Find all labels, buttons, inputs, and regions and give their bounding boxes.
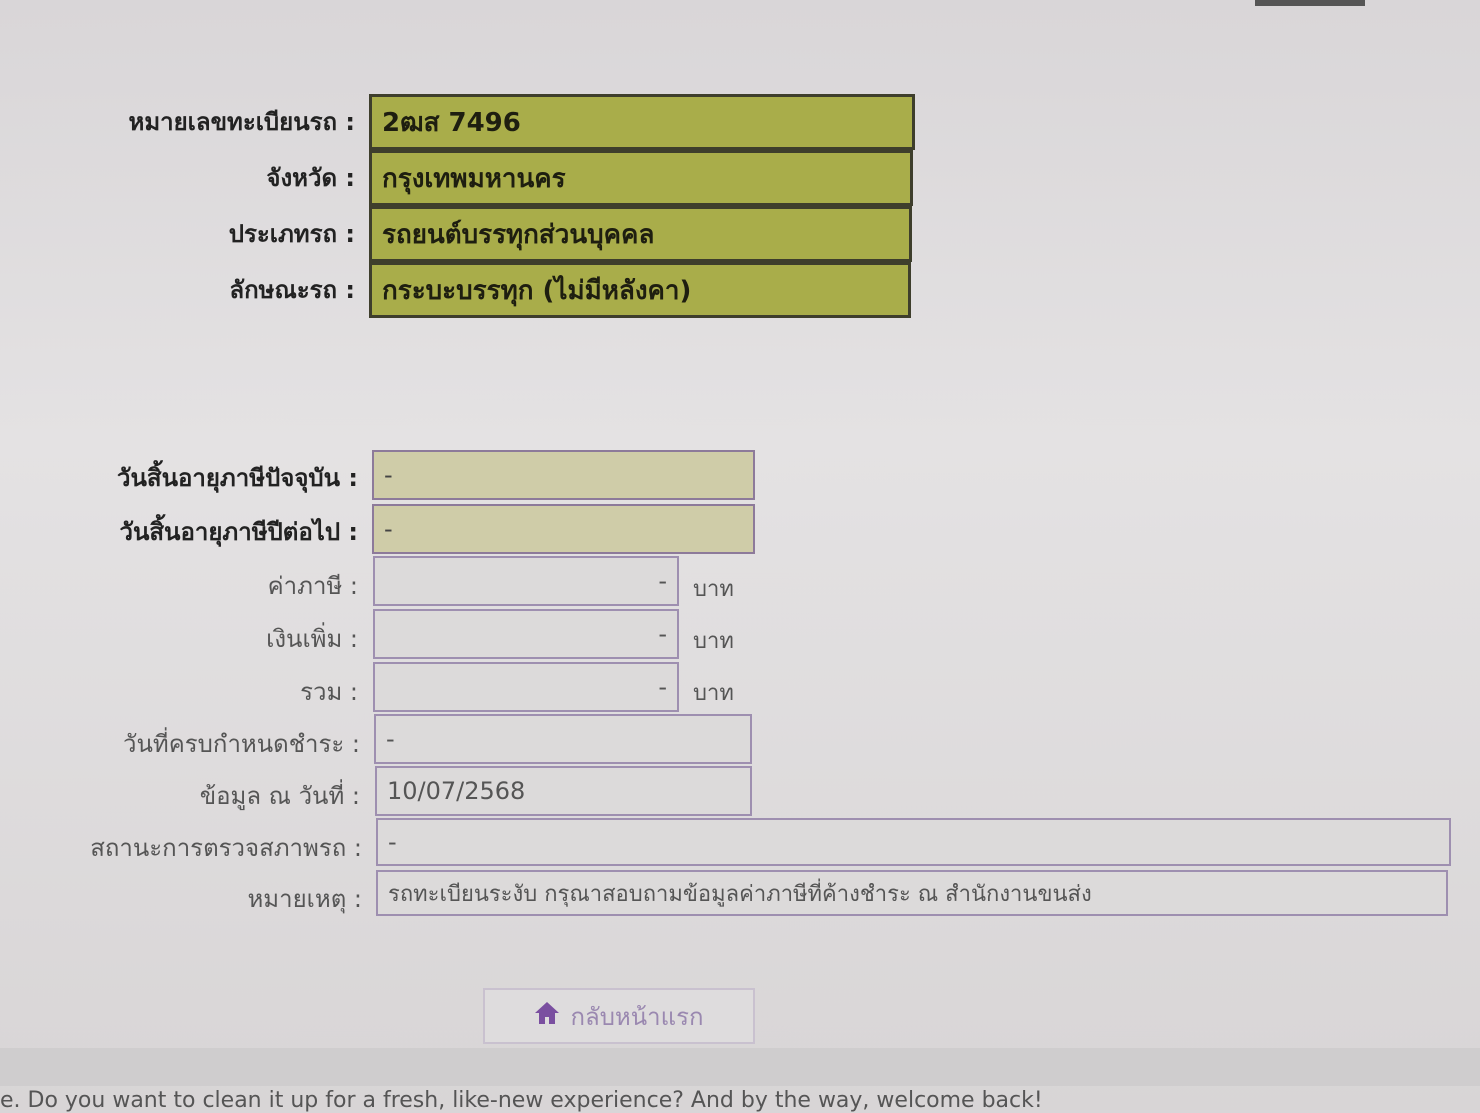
vehicle-type-label: ประเภทรถ : <box>228 220 355 248</box>
next-expiry-label: วันสิ้นอายุภาษีปีต่อไป : <box>119 518 359 546</box>
due-date-field: - <box>374 714 752 764</box>
vehicle-type-field: รถยนต์บรรทุกส่วนบุคคล <box>369 206 912 262</box>
footer-bar <box>0 1048 1480 1086</box>
top-edge-bar <box>1255 0 1365 6</box>
next-expiry-field: - <box>372 504 755 554</box>
plate-field: 2ฒส 7496 <box>369 94 915 150</box>
province-label: จังหวัด : <box>266 164 355 192</box>
total-unit: บาท <box>693 681 734 706</box>
inspection-status-label: สถานะการตรวจสภาพรถ : <box>90 834 362 862</box>
home-button[interactable]: กลับหน้าแรก <box>483 988 755 1044</box>
inspection-status-field: - <box>376 818 1451 866</box>
footer-notification: e. Do you want to clean it up for a fres… <box>0 1088 1043 1113</box>
tax-amount-unit: บาท <box>693 577 734 602</box>
current-expiry-label: วันสิ้นอายุภาษีปัจจุบัน : <box>117 464 358 492</box>
total-label: รวม : <box>300 678 358 706</box>
due-date-label: วันที่ครบกำหนดชำระ : <box>123 730 360 758</box>
surcharge-field: - <box>373 609 679 659</box>
data-date-label: ข้อมูล ณ วันที่ : <box>199 782 360 810</box>
province-field: กรุงเทพมหานคร <box>369 150 913 206</box>
tax-amount-label: ค่าภาษี : <box>267 572 358 600</box>
home-icon <box>534 1001 560 1031</box>
home-button-label: กลับหน้าแรก <box>570 1002 704 1031</box>
surcharge-label: เงินเพิ่ม : <box>266 625 358 653</box>
plate-label: หมายเลขทะเบียนรถ : <box>128 108 356 136</box>
total-field: - <box>373 662 679 712</box>
remark-label: หมายเหตุ : <box>247 885 362 913</box>
current-expiry-field: - <box>372 450 755 500</box>
vehicle-body-field: กระบะบรรทุก (ไม่มีหลังคา) <box>369 262 911 318</box>
surcharge-unit: บาท <box>693 629 734 654</box>
tax-amount-field: - <box>373 556 679 606</box>
data-date-field: 10/07/2568 <box>375 766 752 816</box>
vehicle-body-label: ลักษณะรถ : <box>229 276 355 304</box>
remark-field: รถทะเบียนระงับ กรุณาสอบถามข้อมูลค่าภาษีท… <box>376 870 1448 916</box>
